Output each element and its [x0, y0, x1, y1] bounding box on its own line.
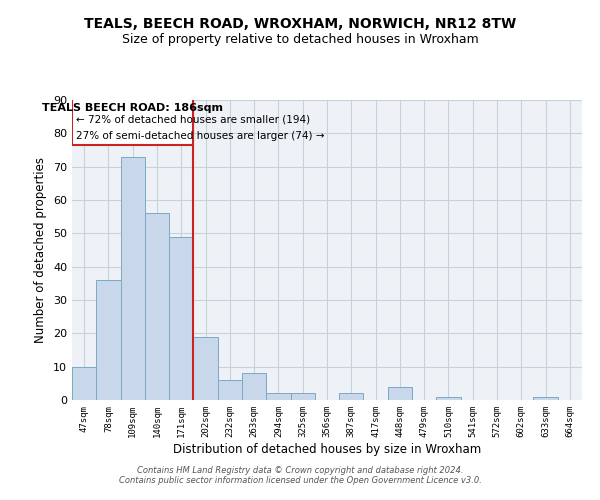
Bar — [339, 394, 364, 400]
Bar — [290, 394, 315, 400]
Bar — [145, 214, 169, 400]
Bar — [533, 396, 558, 400]
Bar — [388, 386, 412, 400]
Bar — [121, 156, 145, 400]
Text: TEALS BEECH ROAD: 186sqm: TEALS BEECH ROAD: 186sqm — [42, 104, 223, 114]
Bar — [218, 380, 242, 400]
Text: TEALS, BEECH ROAD, WROXHAM, NORWICH, NR12 8TW: TEALS, BEECH ROAD, WROXHAM, NORWICH, NR1… — [84, 18, 516, 32]
Text: Contains HM Land Registry data © Crown copyright and database right 2024.
Contai: Contains HM Land Registry data © Crown c… — [119, 466, 481, 485]
Bar — [436, 396, 461, 400]
Bar — [169, 236, 193, 400]
Bar — [242, 374, 266, 400]
Bar — [72, 98, 193, 145]
Bar — [72, 366, 96, 400]
Bar — [193, 336, 218, 400]
X-axis label: Distribution of detached houses by size in Wroxham: Distribution of detached houses by size … — [173, 442, 481, 456]
Bar — [96, 280, 121, 400]
Text: Size of property relative to detached houses in Wroxham: Size of property relative to detached ho… — [122, 32, 478, 46]
Text: ← 72% of detached houses are smaller (194): ← 72% of detached houses are smaller (19… — [76, 114, 310, 124]
Y-axis label: Number of detached properties: Number of detached properties — [34, 157, 47, 343]
Bar — [266, 394, 290, 400]
Text: 27% of semi-detached houses are larger (74) →: 27% of semi-detached houses are larger (… — [76, 130, 324, 140]
